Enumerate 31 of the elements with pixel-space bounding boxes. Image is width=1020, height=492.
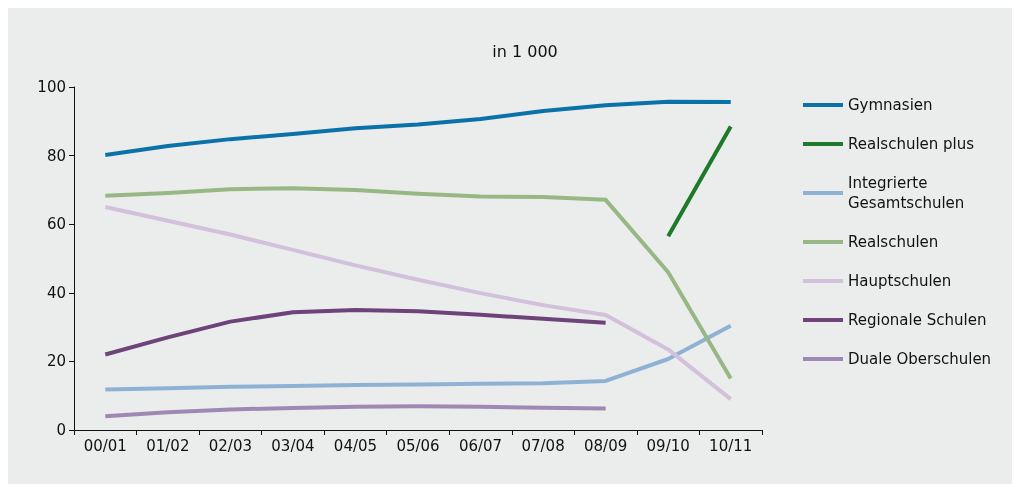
x-tick-label: 02/03: [208, 436, 252, 455]
x-tick-label: 00/01: [83, 436, 127, 455]
x-tick-label: 04/05: [333, 436, 378, 455]
chart-title: in 1 000: [492, 41, 558, 61]
x-tick-label: 01/02: [146, 436, 190, 455]
x-tick-label: 05/06: [396, 436, 440, 455]
x-tick-label: 08/09: [584, 436, 628, 455]
line-series: [103, 186, 733, 381]
y-tick-label: 80: [46, 146, 66, 165]
legend-label: Hauptschulen: [848, 272, 952, 290]
line-series: [103, 307, 608, 357]
line-series: [103, 323, 733, 392]
x-tick-label: 07/08: [521, 436, 565, 455]
y-tick-label: 0: [56, 421, 66, 439]
y-tick-label: 40: [46, 283, 66, 302]
line-series: [103, 99, 733, 157]
y-tick-label: 20: [46, 352, 66, 371]
legend-label: Gymnasien: [848, 96, 933, 114]
x-tick-label: 09/10: [646, 436, 690, 455]
legend-label: Realschulen: [848, 233, 939, 251]
legend-label: Duale Oberschulen: [848, 350, 992, 368]
y-tick-label: 60: [46, 215, 66, 234]
y-tick-label: 100: [37, 78, 66, 96]
line-series: [103, 404, 608, 419]
legend-label: Regionale Schulen: [848, 311, 987, 329]
x-tick-label: 03/04: [271, 436, 315, 455]
legend-label: Realschulen plus: [848, 135, 975, 153]
x-tick-label: 06/07: [458, 436, 503, 455]
legend-label: Integrierte Gesamtschulen: [848, 174, 965, 212]
x-tick-label: 10/11: [709, 436, 753, 455]
line-series: [103, 205, 733, 402]
